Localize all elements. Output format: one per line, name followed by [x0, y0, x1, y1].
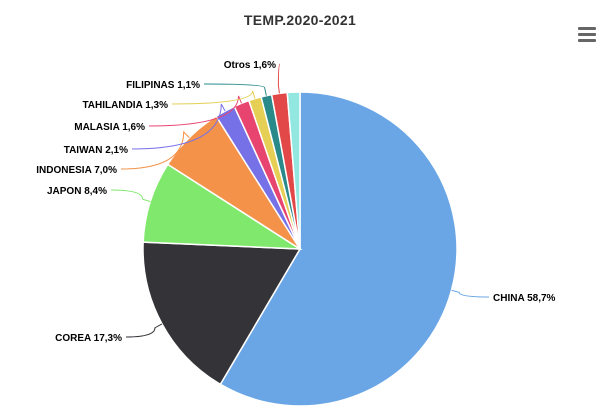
pie-slice-unlabeled[interactable]: [286, 91, 301, 250]
slice-label-japon: JAPON 8,4%: [47, 186, 107, 197]
pie-slice-corea[interactable]: [142, 241, 302, 386]
hamburger-menu-icon[interactable]: [578, 26, 596, 42]
slice-label-indonesia: INDONESIA 7,0%: [36, 165, 117, 176]
connector-taiwan: [131, 103, 226, 150]
connector-corea: [125, 323, 163, 338]
slice-label-malasia: MALASIA 1,6%: [74, 122, 145, 133]
slice-label-taiwan: TAIWAN 2,1%: [64, 145, 128, 156]
connector-indonesia: [120, 130, 190, 170]
connector-malasia: [148, 95, 242, 127]
slice-label-tahilandia: TAHILANDIA 1,3%: [82, 100, 168, 111]
connector-japon: [110, 189, 151, 203]
slice-label-corea: COREA 17,3%: [55, 333, 122, 344]
connector-china: [451, 289, 490, 298]
connector-filipinas: [203, 83, 267, 96]
connector-otros: [277, 63, 281, 94]
chart-title: TEMP.2020-2021: [243, 12, 357, 28]
slice-label-otros: Otros 1,6%: [224, 60, 276, 71]
slice-label-china: CHINA 58,7%: [493, 293, 556, 304]
slice-label-filipinas: FILIPINAS 1,1%: [126, 80, 200, 91]
connector-tahilandia: [171, 90, 256, 105]
